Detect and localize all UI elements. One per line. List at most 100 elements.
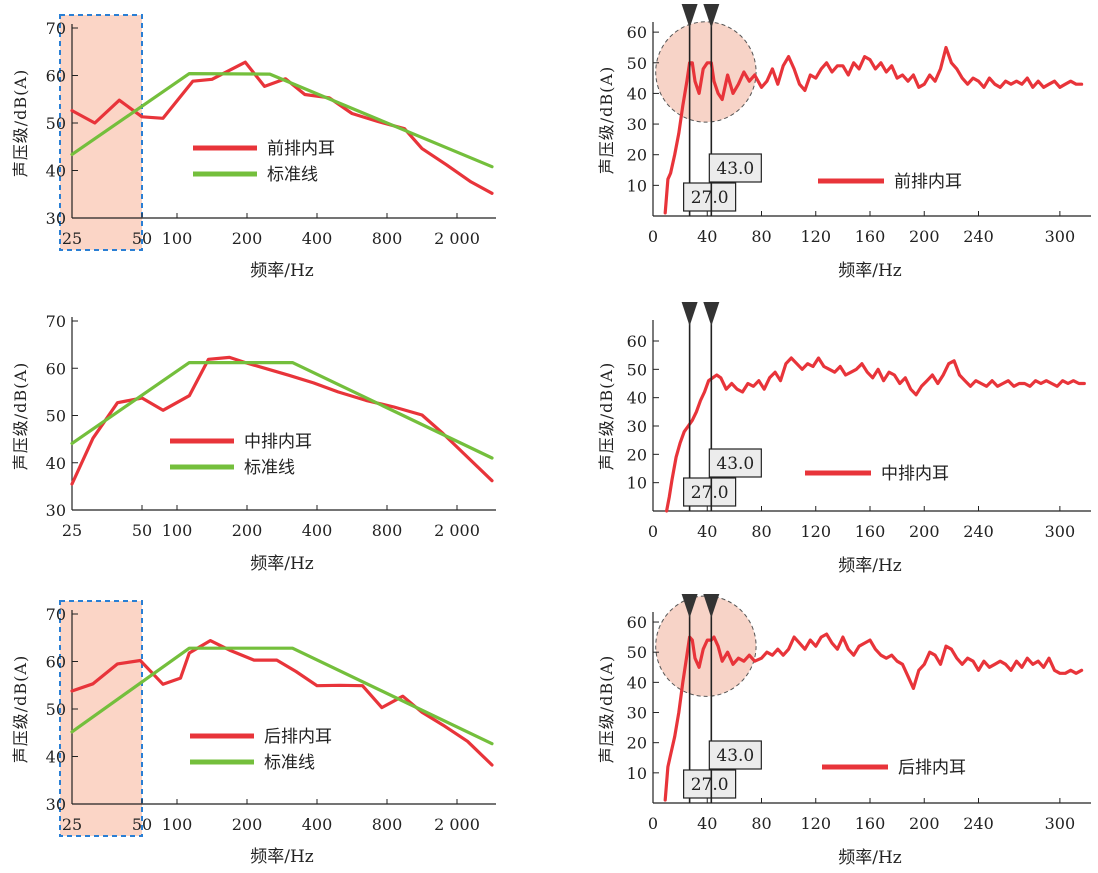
marker-triangle	[703, 594, 720, 618]
legend-label: 标准线	[264, 753, 315, 773]
y-tick-label: 60	[627, 332, 647, 351]
x-tick-label: 25	[62, 521, 82, 540]
y-tick-label: 30	[627, 115, 647, 134]
y-tick-label: 40	[46, 748, 66, 767]
y-axis-label: 声压级/dB(A)	[11, 655, 30, 763]
marker-label-box	[683, 769, 737, 799]
y-tick-label: 50	[46, 407, 66, 426]
y-tick-label: 70	[46, 605, 66, 624]
y-tick-label: 40	[627, 84, 647, 103]
y-axis-label: 声压级/dB(A)	[597, 655, 616, 763]
x-tick-label: 400	[302, 521, 333, 540]
chart-front-octave: 30 40 50 60 70 25 50 100 200 400 800 2 000 声压级/dB(A)…	[0, 0, 540, 290]
y-tick-label: 10	[627, 764, 647, 783]
x-tick-label: 0	[648, 522, 658, 541]
y-tick-label: 40	[46, 454, 66, 473]
x-tick-label: 100	[162, 521, 193, 540]
marker-label-box	[683, 182, 737, 212]
x-tick-label: 240	[963, 522, 994, 541]
x-tick-label: 200	[232, 229, 263, 248]
x-tick-label: 40	[697, 814, 717, 833]
y-tick-label: 30	[46, 209, 66, 228]
x-tick-label: 50	[132, 521, 152, 540]
x-tick-label: 50	[132, 815, 152, 834]
y-tick-label: 70	[46, 312, 66, 331]
y-tick-label: 60	[627, 23, 647, 42]
chart-middle-octave: 30 40 50 60 70 25 50 100 200 400 800 2 000 声压级/dB(A)…	[0, 296, 540, 586]
legend-label: 前排内耳	[267, 139, 335, 159]
series-line	[663, 632, 1084, 802]
y-tick-label: 60	[46, 359, 66, 378]
y-tick-label: 60	[46, 67, 66, 86]
x-tick-label: 2 000	[434, 521, 480, 540]
y-axis-label: 声压级/dB(A)	[11, 69, 30, 177]
y-tick-label: 20	[627, 734, 647, 753]
chart-svg: 30 40 50 60 70 25 50 100 200 400 800 2 000 声压级/dB(A)…	[11, 312, 496, 574]
y-tick-label: 20	[627, 445, 647, 464]
x-tick-label: 80	[751, 522, 771, 541]
y-tick-label: 70	[46, 19, 66, 38]
x-axis-label: 频率/Hz	[838, 556, 902, 576]
legend-label: 标准线	[267, 165, 318, 185]
y-tick-label: 20	[627, 146, 647, 165]
x-tick-label: 800	[372, 815, 403, 834]
x-tick-label: 160	[855, 227, 886, 246]
x-tick-label: 200	[909, 814, 940, 833]
x-tick-label: 160	[855, 814, 886, 833]
marker-triangle	[681, 4, 698, 28]
y-axis-label: 声压级/dB(A)	[11, 362, 30, 470]
marker-label: 43.0	[716, 454, 754, 474]
y-axis-label: 声压级/dB(A)	[597, 66, 616, 174]
chart-middle-spectrum: 10 20 30 40 50 60 0 40 80 120 160 200 240 300 声压级/dB(A…	[560, 296, 1098, 586]
y-tick-label: 10	[627, 474, 647, 493]
x-axis-label: 频率/Hz	[250, 847, 314, 867]
series-line	[70, 60, 494, 195]
y-tick-label: 10	[627, 176, 647, 195]
y-tick-label: 50	[46, 700, 66, 719]
x-tick-label: 0	[648, 227, 658, 246]
marker-label-box	[708, 153, 762, 183]
x-tick-label: 300	[1045, 227, 1076, 246]
x-tick-label: 2 000	[434, 229, 480, 248]
x-tick-label: 100	[162, 229, 193, 248]
x-tick-label: 240	[963, 814, 994, 833]
chart-rear-spectrum: 10 20 30 40 50 60 0 40 80 120 160 200 240 300 声压级/dB(A…	[560, 592, 1098, 873]
y-tick-label: 60	[46, 653, 66, 672]
x-tick-label: 800	[372, 229, 403, 248]
y-tick-label: 30	[46, 501, 66, 520]
marker-label-box	[683, 477, 737, 507]
x-tick-label: 80	[751, 227, 771, 246]
y-axis-label: 声压级/dB(A)	[597, 362, 616, 470]
x-axis-label: 频率/Hz	[250, 261, 314, 281]
marker-triangle	[703, 302, 720, 326]
chart-svg: 10 20 30 40 50 60 0 40 80 120 160 200 240 300 声压级/dB(A…	[597, 4, 1091, 281]
highlight-region	[59, 600, 143, 837]
x-tick-label: 240	[963, 227, 994, 246]
x-tick-label: 200	[909, 227, 940, 246]
series-line	[70, 355, 494, 486]
marker-label: 27.0	[691, 775, 729, 795]
y-tick-label: 50	[627, 360, 647, 379]
y-tick-label: 60	[627, 613, 647, 632]
legend-label: 中排内耳	[881, 464, 949, 484]
x-tick-label: 800	[372, 521, 403, 540]
series-line	[663, 45, 1084, 215]
y-tick-label: 50	[46, 114, 66, 133]
legend-label: 标准线	[244, 458, 295, 478]
x-tick-label: 100	[162, 815, 193, 834]
x-axis-label: 频率/Hz	[838, 848, 902, 868]
marker-label: 27.0	[691, 483, 729, 503]
legend-label: 前排内耳	[894, 172, 962, 192]
chart-svg: 10 20 30 40 50 60 0 40 80 120 160 200 240 300 声压级/dB(A…	[597, 594, 1091, 868]
marker-label: 27.0	[691, 188, 729, 208]
series-line	[70, 71, 494, 169]
x-axis-label: 频率/Hz	[838, 261, 902, 281]
y-tick-label: 40	[627, 389, 647, 408]
chart-svg: 30 40 50 60 70 25 50 100 200 400 800 2 000 声压级/dB(A)…	[11, 14, 496, 281]
x-tick-label: 300	[1045, 814, 1076, 833]
x-tick-label: 25	[62, 815, 82, 834]
y-tick-label: 50	[627, 643, 647, 662]
chart-svg: 30 40 50 60 70 25 50 100 200 400 800 2 000 声压级/dB(A)…	[11, 600, 496, 867]
x-tick-label: 200	[232, 521, 263, 540]
chart-front-spectrum: 10 20 30 40 50 60 0 40 80 120 160 200 240 300 声压级/dB(A…	[560, 0, 1098, 290]
